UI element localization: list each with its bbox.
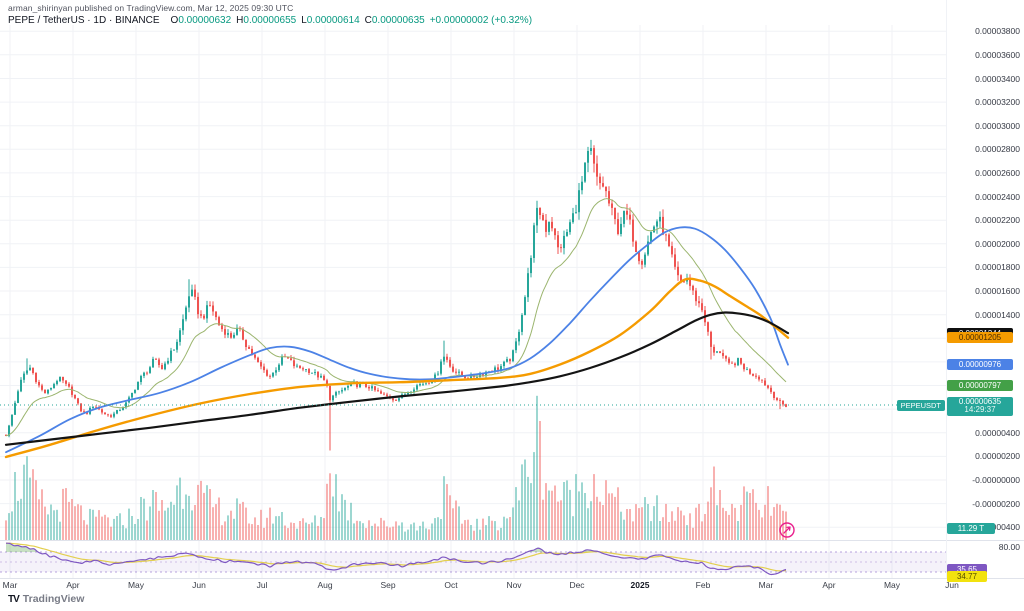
bar-countdown: 14:29:37 — [964, 405, 996, 414]
low-label: L — [301, 15, 307, 26]
open-value: 0.00000632 — [178, 15, 232, 26]
time-axis-label: 2025 — [630, 580, 650, 590]
time-axis-label: Apr — [66, 580, 80, 590]
symbol-legend[interactable]: PEPE / TetherUS · 1D · BINANCE O0.0000063… — [8, 15, 532, 26]
ma50-blue-line — [5, 226, 789, 454]
tradingview-logo-icon: TV — [8, 593, 20, 605]
tradingview-logo-text: TradingView — [22, 593, 85, 605]
publish-byline: arman_shirinyan published on TradingView… — [8, 3, 294, 13]
close-label: C — [364, 15, 372, 26]
rsi-line — [5, 542, 787, 576]
time-axis-label: Mar — [758, 580, 774, 590]
grid — [0, 25, 946, 578]
rsi-pane — [0, 542, 946, 576]
rsi-ma-value-badge: 34.77 — [947, 571, 987, 583]
time-axis-label: May — [883, 580, 901, 590]
close-value: 0.00000635 — [371, 15, 425, 26]
cycle-arrow-annotation[interactable] — [779, 522, 795, 538]
time-axis-label: May — [127, 580, 145, 590]
pane-separators — [0, 0, 1024, 579]
time-axis-label: Mar — [2, 580, 18, 590]
time-axis-label: Apr — [822, 580, 836, 590]
ema-green-line — [5, 198, 787, 437]
last-price-badge: 0.00000635 14:29:37 — [947, 396, 1013, 416]
time-axis-label: Dec — [569, 580, 585, 590]
last-price-value: 0.00000635 — [958, 396, 1002, 406]
volume-value-badge: 11.29 T — [947, 522, 995, 534]
time-axis-label: Jul — [256, 580, 268, 590]
ma100-orange-line — [4, 277, 790, 459]
high-value: 0.00000655 — [243, 15, 297, 26]
symbol-price-chip: PEPEUSDT — [896, 399, 945, 411]
ma200-black-line — [4, 311, 790, 446]
time-axis-label: Jun — [192, 580, 206, 590]
rsi-overbought-fill — [6, 543, 788, 552]
time-axis-label: Nov — [506, 580, 522, 590]
rsi-value-badge: 35.65 — [947, 563, 987, 575]
ema21-value-badge: 0.00000797 — [947, 380, 1013, 392]
ma100-value-badge: 0.00001205 — [947, 332, 1013, 344]
ma50-value-badge: 0.00000976 — [947, 359, 1013, 371]
time-axis-label: Feb — [695, 580, 711, 590]
candlesticks — [5, 139, 787, 451]
time-axis-label: Sep — [380, 580, 396, 590]
low-value: 0.00000614 — [306, 15, 360, 26]
time-axis-label: Oct — [444, 580, 458, 590]
tradingview-logo[interactable]: TV TradingView — [8, 593, 84, 605]
time-axis-label: Aug — [317, 580, 333, 590]
change-value: +0.00000002 (+0.32%) — [429, 15, 533, 26]
volume-histogram — [5, 395, 787, 540]
high-label: H — [236, 15, 244, 26]
symbol-title[interactable]: PEPE / TetherUS · 1D · BINANCE — [8, 15, 160, 26]
time-axis-label: Jun — [945, 580, 959, 590]
open-label: O — [170, 15, 179, 26]
